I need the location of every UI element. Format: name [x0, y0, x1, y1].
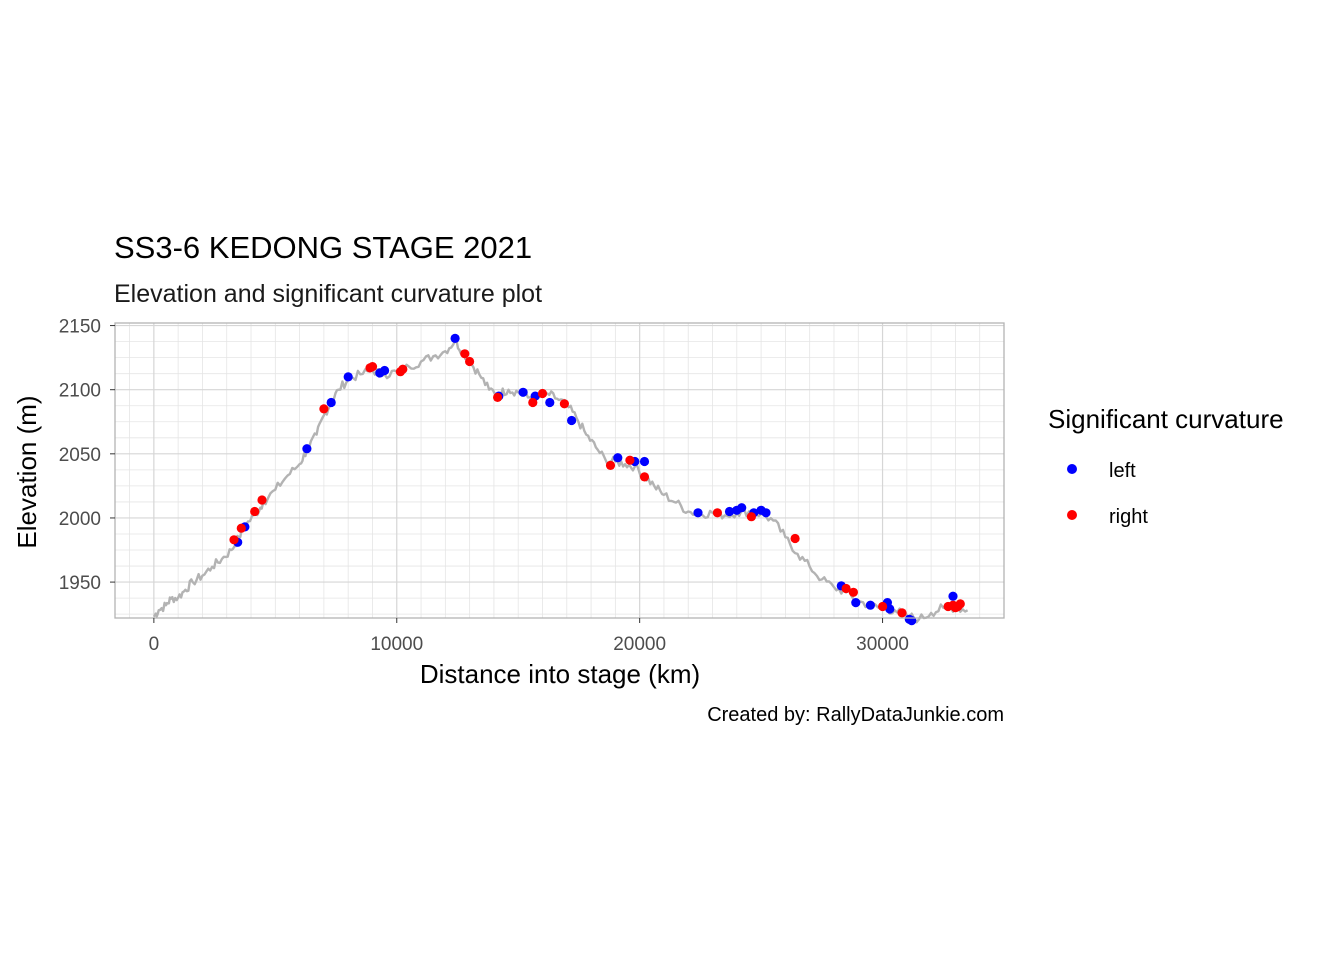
curvature-point-left — [302, 444, 312, 454]
curvature-point-left — [567, 415, 577, 426]
curvature-point-right — [493, 392, 503, 402]
curvature-point-right — [746, 512, 757, 522]
curvature-point-left — [737, 503, 747, 513]
curvature-point-left — [865, 600, 876, 610]
curvature-point-left — [724, 506, 735, 517]
legend-label-right: right — [1109, 506, 1148, 528]
curvature-point-right — [955, 599, 965, 609]
curvature-point-right — [848, 587, 859, 597]
curvature-point-right — [537, 388, 548, 399]
y-tick-label: 2100 — [59, 381, 101, 402]
legend: Significant curvature left right — [1048, 404, 1284, 528]
curvature-point-right — [460, 349, 470, 359]
curvature-point-left — [343, 372, 353, 382]
legend-key-left — [1067, 464, 1077, 474]
x-tick-label: 30000 — [856, 634, 909, 655]
y-tick-label: 2150 — [59, 317, 101, 338]
curvature-point-right — [639, 472, 650, 482]
curvature-point-right — [878, 601, 888, 612]
y-tick-label: 1950 — [59, 573, 101, 594]
x-tick-label: 0 — [149, 634, 160, 655]
curvature-point-right — [229, 535, 239, 545]
curvature-point-right — [257, 495, 267, 505]
x-tick-label: 10000 — [370, 634, 423, 655]
caption: Created by: RallyDataJunkie.com — [707, 704, 1004, 726]
x-axis-title: Distance into stage (km) — [420, 659, 700, 689]
curvature-point-right — [897, 608, 907, 618]
curvature-point-left — [450, 333, 460, 343]
chart-title: SS3-6 KEDONG STAGE 2021 — [114, 230, 532, 265]
curvature-point-left — [545, 397, 555, 408]
panel-border — [114, 322, 1005, 619]
curvature-point-left — [380, 365, 390, 376]
curvature-point-right — [465, 356, 475, 367]
curvature-point-left — [885, 604, 895, 614]
curvature-point-right — [625, 455, 635, 465]
curvature-point-right — [236, 523, 246, 533]
curvature-point-right — [559, 399, 570, 409]
major-gridlines — [115, 323, 1004, 618]
curvature-point-right — [319, 404, 329, 414]
curvature-point-right — [841, 583, 851, 594]
curvature-point-right — [367, 362, 378, 372]
y-tick-label: 2050 — [59, 445, 101, 466]
curvature-point-left — [613, 453, 623, 463]
y-tick-label: 2000 — [59, 509, 101, 530]
curvature-point-left — [761, 508, 771, 518]
curvature-point-left — [851, 598, 861, 608]
curvature-point-left — [518, 387, 528, 397]
legend-key-right — [1067, 510, 1077, 520]
curvature-point-right — [605, 460, 616, 470]
curvature-point-right — [528, 397, 538, 408]
curvature-point-left — [326, 397, 336, 408]
elevation-line — [152, 339, 969, 624]
curvature-point-right — [790, 533, 800, 544]
legend-title: Significant curvature — [1048, 404, 1284, 434]
curvature-point-left — [948, 591, 958, 601]
legend-label-left: left — [1109, 460, 1136, 482]
curvature-points — [229, 333, 965, 626]
curvature-point-left — [639, 456, 650, 467]
curvature-point-right — [712, 508, 723, 518]
curvature-point-left — [693, 508, 703, 518]
curvature-point-right — [398, 364, 408, 374]
x-axis-ticks: 0 10000 20000 30000 — [149, 618, 909, 655]
x-tick-label: 20000 — [613, 634, 666, 655]
chart-subtitle: Elevation and significant curvature plot — [114, 280, 542, 308]
y-axis-ticks: 1950 2000 2050 2100 2150 — [59, 317, 115, 594]
y-axis-title: Elevation (m) — [12, 395, 42, 548]
curvature-point-right — [250, 506, 260, 517]
minor-gridlines — [115, 323, 1005, 618]
